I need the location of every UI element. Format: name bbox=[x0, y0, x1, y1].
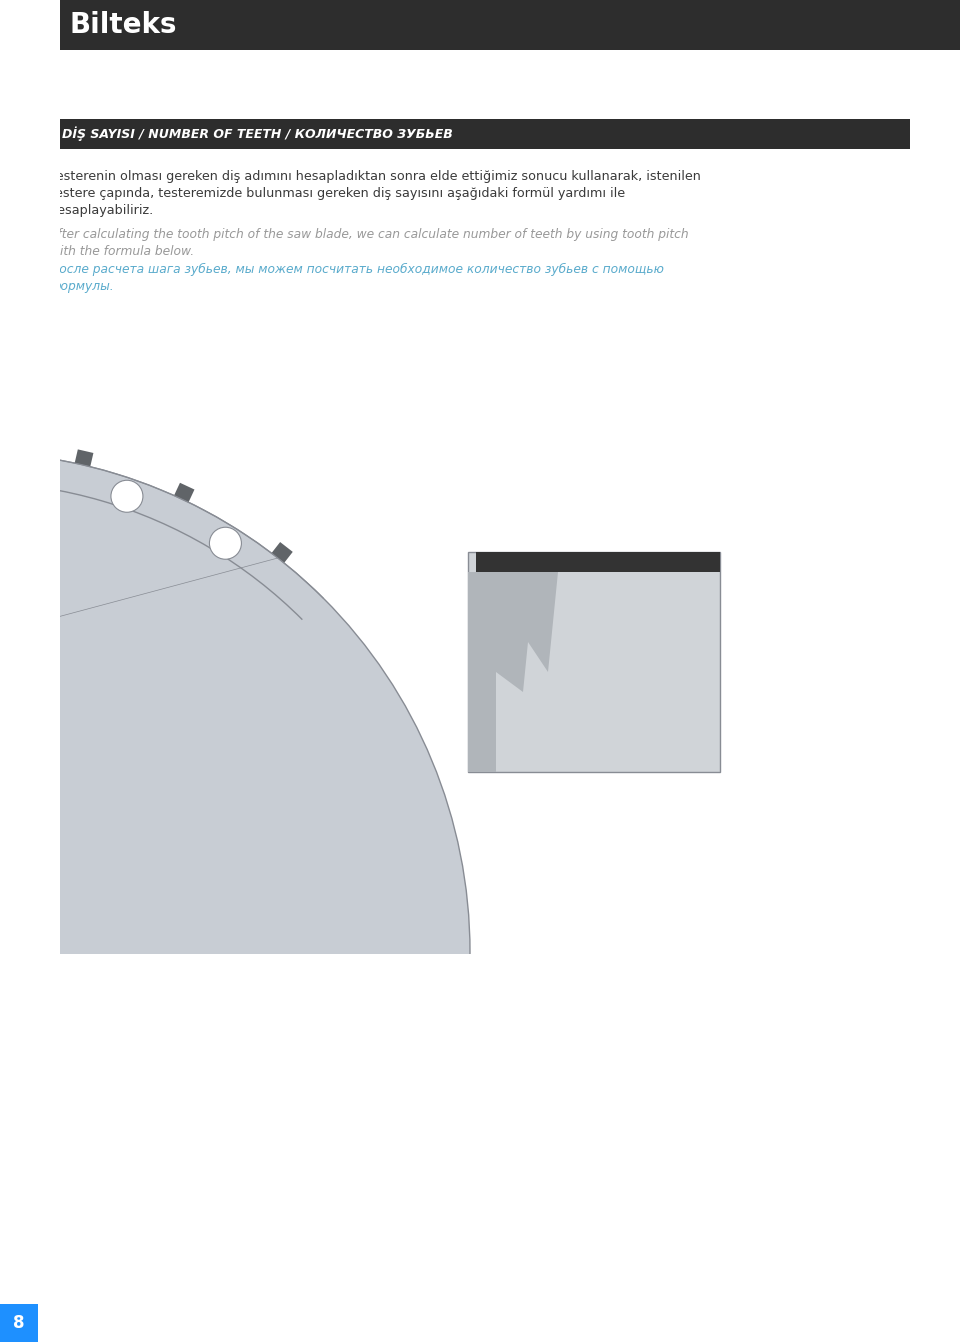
Text: testere çapında, testeremizde bulunması gereken diş sayısını aşağıdaki formül ya: testere çapında, testeremizde bulunması … bbox=[50, 187, 625, 200]
Bar bbox=[50, 1055, 910, 1300]
Bar bbox=[0, 954, 960, 1342]
Bar bbox=[0, 0, 960, 50]
Text: ✳: ✳ bbox=[35, 16, 50, 34]
Circle shape bbox=[12, 458, 45, 490]
Circle shape bbox=[111, 480, 143, 513]
Circle shape bbox=[0, 452, 470, 1342]
Text: Диаметр x π: Диаметр x π bbox=[678, 1143, 772, 1158]
Text: формулы.: формулы. bbox=[50, 280, 113, 293]
Bar bbox=[50, 119, 910, 149]
Circle shape bbox=[26, 9, 58, 42]
Text: After calculating the tooth pitch of the saw blade, we can calculate number of t: After calculating the tooth pitch of the… bbox=[50, 228, 689, 242]
Polygon shape bbox=[272, 542, 293, 562]
Text: Bilteks: Bilteks bbox=[70, 11, 178, 39]
Bar bbox=[468, 552, 720, 772]
Text: Diameter x π: Diameter x π bbox=[430, 1143, 525, 1158]
Bar bbox=[0, 0, 60, 1342]
Text: Шаг зубьев: Шаг зубьев bbox=[681, 1186, 769, 1202]
Text: DİŞ SAYISI / NUMBER OF TEETH / КОЛИЧЕСТВО ЗУБЬЕВ: DİŞ SAYISI / NUMBER OF TEETH / КОЛИЧЕСТВ… bbox=[62, 126, 453, 141]
Text: Z =: Z = bbox=[647, 1164, 680, 1181]
Polygon shape bbox=[496, 572, 558, 692]
Text: Z =: Z = bbox=[396, 1164, 430, 1181]
Text: После расчета шага зубьев, мы можем посчитать необходимое количество зубьев с по: После расчета шага зубьев, мы можем посч… bbox=[50, 263, 664, 276]
Text: 8: 8 bbox=[13, 1314, 25, 1333]
Bar bbox=[468, 572, 496, 772]
Text: hesaplayabiliriz.: hesaplayabiliriz. bbox=[50, 204, 155, 217]
Bar bbox=[0, 1304, 38, 1342]
Text: Çap x π: Çap x π bbox=[185, 1143, 241, 1158]
Text: Z =: Z = bbox=[142, 1164, 175, 1181]
Text: Testerenin olması gereken diş adımını hesapladıktan sonra elde ettiğimiz sonucu : Testerenin olması gereken diş adımını he… bbox=[50, 170, 701, 183]
Circle shape bbox=[209, 527, 241, 560]
Text: Diş Adımı: Diş Adımı bbox=[179, 1186, 248, 1201]
Polygon shape bbox=[75, 450, 93, 467]
Bar bbox=[476, 552, 720, 572]
Text: Tooth Pitch: Tooth Pitch bbox=[438, 1186, 518, 1201]
Text: with the formula below.: with the formula below. bbox=[50, 246, 194, 258]
Polygon shape bbox=[174, 483, 195, 502]
